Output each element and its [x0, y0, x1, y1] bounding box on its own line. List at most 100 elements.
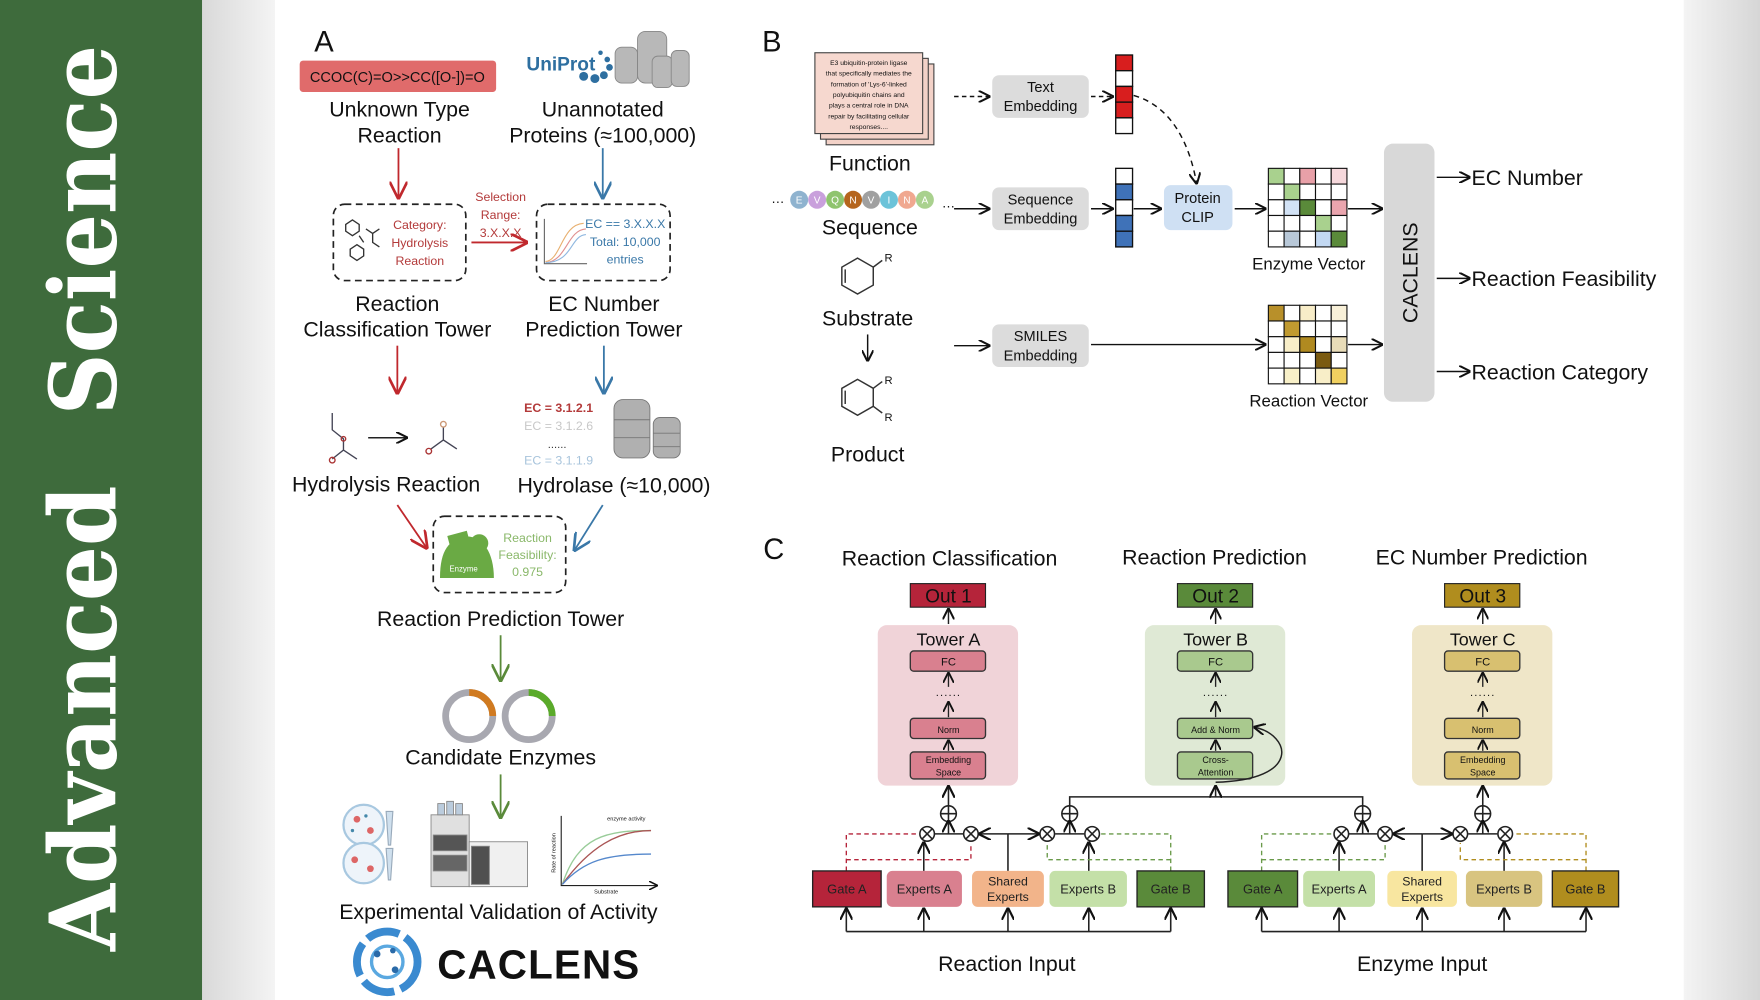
add-operator-icon [1354, 805, 1372, 823]
tower-layer-label: Embedding [926, 755, 971, 765]
tower-layer [1443, 717, 1521, 740]
classification-text: Category: [393, 218, 446, 232]
gate-b-block [1551, 870, 1620, 908]
matrix-cell [1330, 320, 1348, 338]
matrix-cell [1267, 230, 1285, 248]
output-label: Out 1 [925, 587, 972, 608]
tower-title: Tower B [1183, 629, 1248, 649]
unknown-reaction-line2: Reaction [358, 124, 442, 148]
matrix-cell [1330, 167, 1348, 185]
svg-text:Enzyme: Enzyme [449, 564, 478, 573]
sequence-label: Sequence [822, 216, 918, 240]
tower-layer [909, 650, 987, 672]
product-molecule-icon [841, 378, 883, 417]
journal-title-science: Science [30, 45, 138, 415]
sample-tubes-icon [342, 803, 394, 885]
vector-cell [1115, 183, 1134, 201]
classification-text: Reaction [395, 254, 444, 268]
vector-cell [1115, 167, 1134, 185]
dashed-arrow [1133, 94, 1197, 183]
title-reaction-classification: Reaction Classification [842, 547, 1058, 571]
matrix-cell [1267, 304, 1285, 322]
arrow-red [396, 504, 426, 548]
matrix-cell [1314, 214, 1332, 232]
add-operator-icon [939, 805, 958, 823]
residue-letter: N [903, 196, 910, 207]
residue-bead [826, 190, 845, 209]
function-text-line: that specifically mediates the [826, 71, 912, 78]
database-icon [614, 30, 690, 88]
journal-title-advanced: Advanced [30, 485, 138, 952]
function-text-line: E3 ubiquitin-protein ligase [830, 60, 908, 67]
protein-clip-box [1163, 185, 1233, 231]
function-text-line: formation of 'Lys-6'-linked [831, 81, 907, 88]
smiles-embedding-box [992, 324, 1089, 368]
matrix-cell [1299, 183, 1317, 201]
feasibility-text: Reaction [503, 531, 552, 545]
ec-box-text: entries [607, 253, 644, 267]
experts-b-block [1465, 870, 1543, 907]
function-text-line: responses.... [850, 124, 889, 131]
matrix-cell [1330, 199, 1348, 217]
unannotated-line2: Proteins (≈100,000) [509, 124, 696, 148]
text-embedding-box [992, 75, 1089, 118]
shared-experts-block [972, 870, 1044, 907]
multiply-operator-icon [1377, 825, 1394, 842]
r-group-label: R [884, 253, 892, 265]
tower-c: Out 3 Tower C FC Norm Embedding Space...... [1412, 583, 1553, 786]
smiles-embedding-label: Embedding [1004, 348, 1078, 364]
tower-b: Out 2 Tower B FC Add & Norm Cross- Attention.… [1144, 583, 1286, 786]
function-text-line: plays a central role in DNA [829, 103, 909, 110]
svg-text:UniProt: UniProt [526, 55, 596, 76]
block-label: Experts A [897, 881, 953, 896]
ec-box-text: EC == 3.X.X.X [585, 217, 665, 231]
block-label: Experts [987, 890, 1029, 904]
tower-layer-label: Attention [1198, 768, 1233, 778]
text-embedding-label: Text [1027, 80, 1054, 96]
residue-letter: I [888, 196, 891, 207]
hydrolase-label: Hydrolase (≈10,000) [517, 474, 710, 498]
substrate-label: Substrate [822, 306, 913, 330]
multiply-operator-icon [1497, 825, 1514, 842]
protein-clip-label: CLIP [1181, 210, 1213, 226]
residue-bead [862, 190, 880, 209]
matrix-cell [1330, 351, 1348, 369]
block-label: Experts [1401, 890, 1443, 904]
matrix-cell [1267, 167, 1285, 185]
reaction-prediction-tower-label: Reaction Prediction Tower [377, 607, 624, 631]
matrix-cell [1330, 230, 1348, 248]
matrix-cell [1299, 304, 1317, 322]
output-reaction-category: Reaction Category [1472, 360, 1649, 384]
enzyme-vector-label: Enzyme Vector [1252, 254, 1366, 273]
text-embedding-label: Embedding [1004, 99, 1078, 115]
panel-c: C Reaction Classification Reaction Predi… [763, 534, 1620, 976]
ellipsis: ...... [1470, 687, 1495, 699]
matrix-cell [1314, 336, 1332, 353]
enzyme-input-label: Enzyme Input [1357, 952, 1487, 976]
matrix-cell [1283, 351, 1301, 369]
hplc-instrument-icon [430, 800, 528, 888]
add-operator-icon [1061, 805, 1079, 823]
residue-letter: V [868, 196, 875, 207]
sequence-embedding-box [992, 187, 1089, 231]
tower-layer-label: Space [1470, 768, 1495, 778]
panel-b-label: B [762, 27, 781, 59]
multiply-operator-icon [1039, 825, 1056, 842]
panel-a: A CCOC(C)=O>>CC([O-])=O Unknown Type Rea… [292, 27, 710, 997]
hydrolysis-reaction-label: Hydrolysis Reaction [292, 473, 480, 497]
vector-cell [1115, 70, 1134, 88]
classification-box [332, 203, 467, 282]
matrix-cell [1283, 320, 1301, 338]
vector-cell [1115, 214, 1134, 232]
tower-layer [1443, 650, 1521, 672]
r-group-label: R [884, 412, 892, 424]
block-label: Gate B [1151, 881, 1191, 896]
residue-letter: E [796, 196, 803, 207]
tower-layer-label: Norm [938, 725, 960, 735]
connector-line [845, 833, 919, 871]
connector-line [1513, 833, 1587, 871]
candidate-enzymes-label: Candidate Enzymes [405, 745, 596, 769]
block-label: Experts B [1060, 881, 1116, 896]
sequence-embedding-label: Embedding [1004, 211, 1078, 227]
residue-letter: A [922, 196, 929, 207]
